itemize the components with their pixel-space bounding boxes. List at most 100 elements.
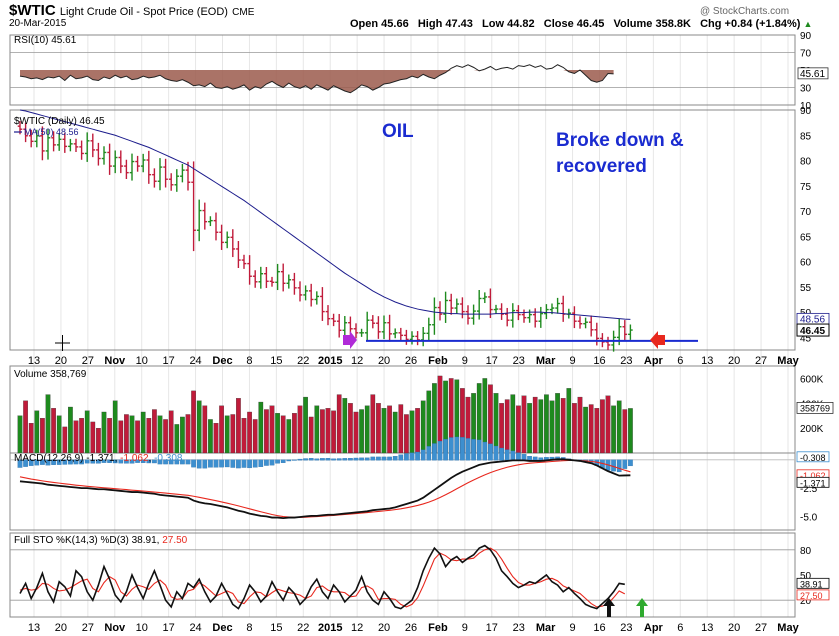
x-tick-label-bottom: Apr bbox=[644, 622, 664, 634]
annotation-broke-down-line2: recovered bbox=[556, 156, 647, 177]
macd-histogram-bar bbox=[420, 449, 426, 461]
volume-bar bbox=[549, 400, 555, 454]
x-tick-label-top: 9 bbox=[462, 355, 468, 367]
volume-bar bbox=[174, 424, 180, 454]
rsi-oversold-fill bbox=[20, 70, 614, 93]
x-tick-label-top: 6 bbox=[677, 355, 683, 367]
rsi-y-tick: 10 bbox=[800, 101, 812, 112]
macd-histogram-bar bbox=[140, 459, 146, 463]
volume-bar bbox=[488, 384, 493, 454]
macd-histogram-bar bbox=[320, 458, 325, 461]
ma-legend-label: MA(50) 48.56 bbox=[24, 127, 79, 137]
rsi-last-label: 45.61 bbox=[800, 69, 825, 80]
x-tick-label-top: Feb bbox=[428, 355, 448, 367]
price-ohlc-bar bbox=[572, 306, 577, 329]
panel-border-price bbox=[9, 109, 796, 351]
volume-bar bbox=[521, 395, 527, 454]
ma-last-label: 48.56 bbox=[800, 314, 825, 325]
purple-arrow-icon bbox=[343, 331, 357, 349]
x-tick-label-bottom: Feb bbox=[428, 622, 448, 634]
x-tick-label-bottom: 6 bbox=[677, 622, 683, 634]
price-ohlc-bar bbox=[168, 173, 174, 191]
price-ohlc-bar bbox=[40, 126, 45, 161]
volume-bar bbox=[241, 418, 247, 454]
volume-bar bbox=[129, 415, 135, 454]
macd-histogram-bar bbox=[482, 441, 488, 461]
x-tick-label-bottom: 17 bbox=[486, 622, 498, 634]
macd-histogram-bar bbox=[286, 459, 292, 462]
volume-bar bbox=[196, 400, 202, 454]
volume-bar bbox=[219, 405, 224, 454]
volume-bar bbox=[51, 408, 56, 454]
macd-histogram-bar bbox=[504, 449, 510, 461]
axis-band-bottom bbox=[10, 619, 795, 635]
price-y-tick: 85 bbox=[800, 131, 812, 142]
price-ohlc-bar bbox=[493, 304, 499, 314]
price-ohlc-bar bbox=[62, 132, 68, 153]
price-ohlc-bar bbox=[96, 142, 101, 166]
volume-bar bbox=[202, 405, 208, 454]
macd-histogram-bar bbox=[493, 445, 499, 461]
price-ohlc-bar bbox=[174, 169, 180, 192]
price-y-tick: 60 bbox=[800, 258, 812, 269]
macd-title-part: MACD(12,26,9) -1.371, bbox=[14, 453, 120, 464]
macd-histogram-bar bbox=[163, 459, 168, 465]
price-ohlc-bar bbox=[364, 311, 370, 342]
macd-last-label: -1.371 bbox=[800, 478, 826, 488]
volume-bar bbox=[544, 394, 549, 454]
x-tick-label-bottom: 13 bbox=[701, 622, 713, 634]
price-ohlc-bar bbox=[23, 122, 28, 143]
price-ohlc-bar bbox=[532, 308, 538, 328]
volume-bar bbox=[364, 405, 370, 454]
price-ohlc-bar bbox=[191, 161, 196, 252]
price-ohlc-bar bbox=[314, 291, 320, 305]
volume-bar bbox=[107, 418, 112, 454]
price-title: $WTIC (Daily) 46.45 bbox=[14, 116, 105, 127]
x-tick-label-bottom: Nov bbox=[104, 622, 126, 634]
macd-y-tick: -2.5 bbox=[800, 484, 818, 495]
macd-histogram-bar bbox=[454, 436, 460, 461]
volume-bar bbox=[264, 409, 269, 454]
x-tick-label-top: May bbox=[777, 355, 799, 367]
price-ohlc-bar bbox=[560, 295, 566, 322]
macd-histogram-bar bbox=[392, 456, 398, 461]
price-ohlc-bar bbox=[45, 129, 51, 160]
x-tick-label-bottom: 20 bbox=[728, 622, 740, 634]
macd-histogram-bar bbox=[107, 459, 112, 463]
volume-bar bbox=[152, 409, 157, 454]
price-ohlc-bar bbox=[68, 138, 73, 152]
ma50-line bbox=[19, 109, 631, 320]
price-y-tick: 45 bbox=[800, 333, 812, 344]
volume-bar bbox=[84, 410, 90, 454]
macd-histogram-bar bbox=[465, 438, 471, 461]
macd-histogram-bar bbox=[129, 459, 135, 464]
price-ohlc-bar bbox=[359, 328, 364, 337]
price-ohlc-bar bbox=[258, 266, 264, 289]
volume-bar bbox=[191, 390, 196, 454]
macd-histogram-bar bbox=[51, 459, 56, 465]
macd-histogram-bar bbox=[180, 459, 185, 465]
x-tick-label-top: 13 bbox=[28, 355, 40, 367]
price-ohlc-bar bbox=[443, 291, 448, 323]
up-arrow-icon: ▲ bbox=[803, 19, 813, 29]
volume-bar bbox=[90, 421, 96, 454]
x-tick-label-top: 15 bbox=[270, 355, 282, 367]
x-tick-label-bottom: 27 bbox=[755, 622, 767, 634]
x-tick-label-bottom: 16 bbox=[593, 622, 605, 634]
sto-d-last-label: 27.50 bbox=[800, 591, 823, 601]
x-tick-label-top: Mar bbox=[536, 355, 556, 367]
sto-y-tick: 20 bbox=[800, 596, 812, 607]
volume-last-box bbox=[796, 402, 834, 414]
price-ohlc-bar bbox=[157, 158, 163, 191]
price-ohlc-bar bbox=[499, 303, 504, 320]
macd-histogram-bar bbox=[68, 459, 73, 465]
price-ohlc-bar bbox=[112, 150, 118, 174]
price-ohlc-bar bbox=[56, 133, 62, 151]
macd-histogram-bar bbox=[96, 459, 101, 464]
volume-bar bbox=[600, 399, 605, 454]
price-ohlc-bar bbox=[280, 263, 286, 292]
macd-histogram-bar bbox=[174, 459, 180, 465]
price-last-label: 46.45 bbox=[800, 326, 825, 337]
volume-bar bbox=[56, 415, 62, 454]
x-tick-label-bottom: 9 bbox=[570, 622, 576, 634]
